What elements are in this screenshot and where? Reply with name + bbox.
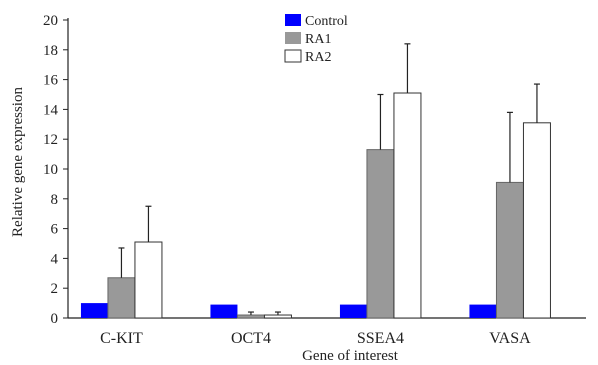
bar bbox=[210, 304, 238, 318]
bar bbox=[495, 181, 524, 319]
bar bbox=[134, 241, 163, 319]
x-tick-label: VASA bbox=[489, 330, 531, 347]
bar bbox=[236, 314, 265, 319]
x-axis-label: Gene of interest bbox=[302, 348, 399, 364]
bar bbox=[366, 149, 395, 319]
y-tick-label: 2 bbox=[51, 281, 59, 297]
bar bbox=[522, 122, 551, 319]
bar bbox=[263, 314, 292, 319]
bar bbox=[107, 277, 136, 319]
x-tick-label: C-KIT bbox=[100, 330, 143, 347]
legend-swatch bbox=[285, 14, 301, 26]
y-tick-label: 8 bbox=[51, 192, 59, 208]
y-tick-label: 4 bbox=[51, 251, 59, 267]
y-tick-label: 10 bbox=[43, 162, 58, 178]
legend-label: Control bbox=[305, 14, 348, 29]
legend-swatch bbox=[284, 49, 302, 63]
bar bbox=[469, 304, 497, 318]
legend-label: RA1 bbox=[305, 32, 331, 47]
y-tick-label: 12 bbox=[43, 132, 58, 148]
bar bbox=[80, 303, 108, 318]
y-tick-label: 18 bbox=[43, 43, 58, 59]
legend-swatch bbox=[285, 32, 301, 44]
y-tick-label: 0 bbox=[51, 311, 59, 327]
y-tick-label: 20 bbox=[43, 13, 58, 29]
bar bbox=[339, 304, 367, 318]
bar bbox=[393, 92, 422, 319]
y-tick-label: 16 bbox=[43, 73, 59, 89]
y-axis: 0 2 4 6 8 10 12 14 16 18 20 bbox=[43, 13, 69, 327]
bars bbox=[80, 43, 551, 319]
legend: Control RA1 RA2 bbox=[284, 14, 348, 65]
y-tick-label: 6 bbox=[51, 222, 59, 238]
legend-label: RA2 bbox=[305, 50, 331, 65]
x-axis: C-KIT OCT4 SSEA4 VASA bbox=[68, 317, 586, 347]
x-tick-label: SSEA4 bbox=[357, 330, 404, 347]
y-tick-label: 14 bbox=[43, 102, 59, 118]
x-tick-label: OCT4 bbox=[231, 330, 271, 347]
y-axis-label: Relative gene expression bbox=[10, 87, 26, 237]
